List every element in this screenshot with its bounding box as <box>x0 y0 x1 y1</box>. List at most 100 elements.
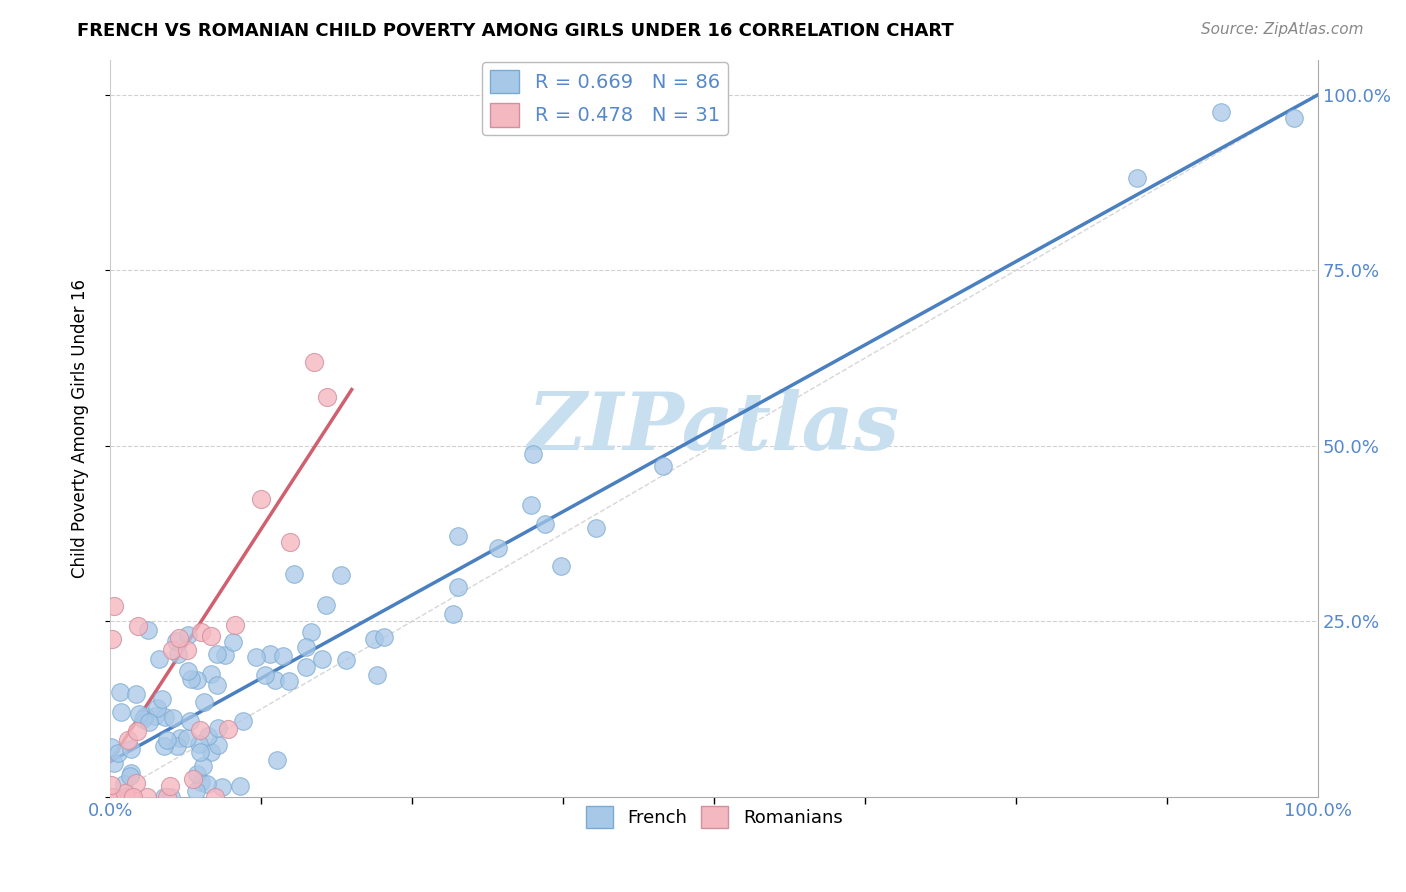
Point <box>585 521 607 535</box>
Point <box>250 492 273 507</box>
Point <box>176 731 198 746</box>
Point <box>205 648 228 662</box>
Point <box>152 789 174 804</box>
Point <box>1211 104 1233 119</box>
Point <box>211 780 233 794</box>
Point <box>278 534 301 549</box>
Point <box>302 355 325 369</box>
Point <box>186 673 208 688</box>
Point <box>103 599 125 613</box>
Point <box>486 541 509 555</box>
Point <box>197 729 219 743</box>
Point <box>159 779 181 793</box>
Point <box>112 777 135 791</box>
Legend: French, Romanians: French, Romanians <box>578 799 849 836</box>
Point <box>295 660 318 674</box>
Point <box>283 567 305 582</box>
Point <box>254 668 277 682</box>
Point <box>120 766 142 780</box>
Point <box>200 666 222 681</box>
Point <box>122 789 145 804</box>
Point <box>191 758 214 772</box>
Point <box>176 643 198 657</box>
Point <box>128 707 150 722</box>
Point <box>100 778 122 792</box>
Point <box>103 756 125 771</box>
Point <box>134 708 156 723</box>
Point <box>207 678 229 692</box>
Point <box>224 618 246 632</box>
Point <box>166 739 188 753</box>
Point <box>447 580 470 594</box>
Point <box>193 695 215 709</box>
Point <box>156 789 179 804</box>
Point <box>160 642 183 657</box>
Point <box>117 733 139 747</box>
Point <box>153 710 176 724</box>
Point <box>135 789 157 804</box>
Point <box>148 652 170 666</box>
Point <box>652 458 675 473</box>
Point <box>188 723 211 737</box>
Point <box>166 647 188 661</box>
Point <box>259 647 281 661</box>
Point <box>180 672 202 686</box>
Point <box>519 498 541 512</box>
Point <box>316 390 339 404</box>
Point <box>107 746 129 760</box>
Point <box>100 740 122 755</box>
Point <box>100 789 122 804</box>
Point <box>186 767 208 781</box>
Point <box>127 619 149 633</box>
Point <box>200 745 222 759</box>
Point <box>101 789 124 804</box>
Point <box>550 558 572 573</box>
Point <box>145 709 167 723</box>
Point <box>522 447 544 461</box>
Text: ZIPatlas: ZIPatlas <box>529 390 900 467</box>
Point <box>125 724 148 739</box>
Point <box>179 714 201 729</box>
Point <box>167 632 190 646</box>
Point <box>120 742 142 756</box>
Point <box>195 777 218 791</box>
Point <box>120 769 142 783</box>
Point <box>136 623 159 637</box>
Point <box>169 731 191 745</box>
Point <box>311 651 333 665</box>
Point <box>363 632 385 646</box>
Point <box>229 779 252 793</box>
Point <box>335 653 357 667</box>
Point <box>204 789 226 804</box>
Point <box>266 753 288 767</box>
Point <box>207 721 229 735</box>
Point <box>443 607 465 621</box>
Point <box>103 789 125 804</box>
Point <box>329 568 352 582</box>
Point <box>101 632 124 647</box>
Point <box>181 772 204 786</box>
Point <box>1282 112 1305 126</box>
Point <box>190 775 212 789</box>
Point <box>177 665 200 679</box>
Text: FRENCH VS ROMANIAN CHILD POVERTY AMONG GIRLS UNDER 16 CORRELATION CHART: FRENCH VS ROMANIAN CHILD POVERTY AMONG G… <box>77 22 955 40</box>
Point <box>125 776 148 790</box>
Point <box>165 633 187 648</box>
Point <box>132 713 155 727</box>
Point <box>207 738 229 752</box>
Point <box>217 722 239 736</box>
Point <box>214 648 236 663</box>
Point <box>533 517 555 532</box>
Point <box>200 629 222 643</box>
Point <box>222 634 245 648</box>
Point <box>146 701 169 715</box>
Point <box>156 732 179 747</box>
Point <box>295 640 318 654</box>
Point <box>160 789 183 804</box>
Text: Source: ZipAtlas.com: Source: ZipAtlas.com <box>1201 22 1364 37</box>
Point <box>373 630 395 644</box>
Point <box>177 627 200 641</box>
Point <box>152 739 174 753</box>
Point <box>186 783 208 797</box>
Point <box>114 786 136 800</box>
